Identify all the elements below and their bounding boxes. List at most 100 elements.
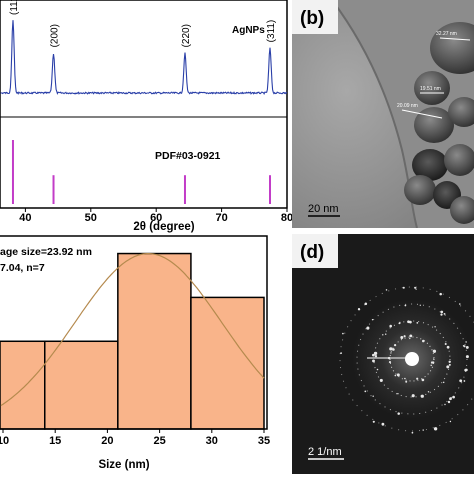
diffraction-spot: [430, 364, 432, 367]
diffraction-spot: [416, 322, 419, 324]
diffraction-spot: [452, 395, 455, 399]
central-beam-spot: [405, 352, 419, 366]
x-tick-label: 40: [19, 212, 31, 224]
x-tick-label: 20: [101, 435, 113, 447]
saed-scale-text: 2 1/nm: [308, 446, 342, 458]
diffraction-spot: [440, 313, 443, 316]
diffraction-spot: [392, 348, 395, 351]
gaussian-fit-curve: [0, 253, 265, 407]
x-tick-label: 30: [206, 435, 218, 447]
nanoparticle: [404, 175, 436, 205]
diffraction-spot: [372, 420, 375, 423]
diffraction-spot: [434, 326, 436, 328]
xrd-reference-label: PDF#03-0921: [155, 150, 221, 162]
diffraction-spot: [388, 361, 392, 364]
tem-film-edge: [331, 0, 418, 228]
peak-label: (200): [50, 24, 61, 47]
diffraction-ring: [339, 286, 474, 432]
diffraction-spot: [385, 289, 388, 291]
diffraction-spot: [420, 394, 424, 398]
diffraction-spot: [364, 302, 368, 306]
peak-label: (220): [181, 24, 192, 47]
diffraction-spot: [416, 377, 419, 380]
diffraction-spot: [462, 344, 465, 347]
diffraction-spot: [463, 380, 466, 382]
x-tick-label: 15: [49, 435, 61, 447]
measure-line: [439, 37, 471, 41]
diffraction-spot: [398, 322, 401, 325]
diffraction-spot: [376, 368, 379, 371]
tem-label-box: [292, 0, 338, 34]
diffraction-spot: [402, 286, 405, 289]
nanoparticle: [448, 97, 474, 127]
diffraction-spot: [419, 304, 421, 306]
xrd-pattern-line: [0, 20, 288, 96]
xrd-panel: AgNPs PDF#03-0921 (111) (200) (220) (311) 4…: [0, 0, 293, 237]
diffraction-spot: [396, 373, 400, 377]
diffraction-spot: [404, 377, 406, 380]
measure-label: 19.51 nm: [420, 86, 441, 92]
x-tick-label: 50: [85, 212, 97, 224]
diffraction-spot: [381, 422, 385, 426]
diffraction-spot: [400, 336, 404, 339]
xrd-x-axis-label: 2θ (degree): [133, 221, 194, 233]
diffraction-spot: [387, 356, 391, 360]
diffraction-spot: [459, 379, 463, 383]
nanoparticle: [412, 149, 448, 181]
histogram-stat-line2: 7.04, n=7: [0, 262, 45, 274]
xrd-sample-label: AgNPs: [232, 25, 265, 36]
diffraction-spot: [430, 361, 434, 364]
measure-label: 20.09 nm: [397, 103, 418, 109]
diffraction-spot: [448, 363, 451, 366]
diffraction-spot: [446, 345, 450, 349]
diffraction-spot: [422, 339, 425, 343]
diffraction-spot: [405, 380, 408, 383]
diffraction-spot: [357, 308, 361, 311]
tem-panel-label: (b): [300, 8, 324, 29]
tem-image: 32.27 nm 19.51 nm 20.09 nm (b) 20 nm: [292, 0, 474, 228]
diffraction-spot: [447, 400, 451, 404]
diffraction-spot: [390, 352, 392, 354]
histogram-frame: [0, 235, 268, 430]
diffraction-spot: [340, 352, 342, 354]
diffraction-spot: [443, 312, 446, 315]
diffraction-spot: [389, 324, 392, 328]
measure-label: 32.27 nm: [436, 31, 457, 37]
x-tick-label: 10: [0, 435, 9, 447]
diffraction-spot: [465, 341, 467, 343]
diffraction-spot: [389, 347, 393, 351]
x-tick-label: 80: [281, 212, 292, 224]
x-tick-label: 70: [215, 212, 227, 224]
diffraction-spot: [379, 378, 383, 382]
diffraction-spot: [374, 354, 378, 358]
x-tick-label: 35: [258, 435, 270, 447]
diffraction-spot: [439, 292, 442, 296]
diffraction-spot: [446, 365, 450, 369]
tem-scale-text: 20 nm: [308, 203, 339, 215]
diffraction-spot: [342, 332, 344, 335]
nanoparticle: [414, 71, 450, 105]
diffraction-spot: [464, 368, 468, 372]
diffraction-spot: [397, 412, 400, 415]
diffraction-spot: [444, 342, 447, 346]
diffraction-spot: [432, 349, 437, 353]
diffraction-spot: [372, 353, 375, 357]
diffraction-spot: [364, 390, 367, 393]
diffraction-ring: [373, 320, 451, 398]
xrd-chart: AgNPs PDF#03-0921 (111) (200) (220) (311) 4…: [0, 0, 293, 233]
diffraction-spot: [397, 393, 399, 395]
tem-panel: 32.27 nm 19.51 nm 20.09 nm (b) 20 nm: [292, 0, 474, 228]
diffraction-spot: [442, 381, 445, 384]
histogram-stat-line1: age size=23.92 nm: [0, 246, 92, 258]
diffraction-spot: [465, 345, 469, 349]
diffraction-spot: [371, 319, 374, 321]
diffraction-spot: [449, 420, 452, 423]
saed-label-box: [292, 234, 338, 268]
saed-pattern: (d) 2 1/nm: [292, 234, 474, 474]
diffraction-spot: [465, 355, 469, 359]
diffraction-spot: [411, 431, 414, 434]
diffraction-spot: [407, 320, 410, 324]
measure-line: [401, 109, 443, 119]
peak-label: (111): [9, 0, 20, 15]
diffraction-spot: [372, 395, 374, 397]
